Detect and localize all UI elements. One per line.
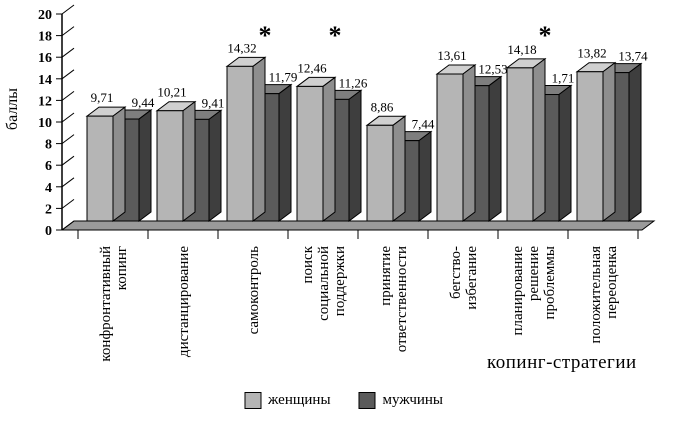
men-bar-side-face [278, 83, 292, 222]
significance-star: * [539, 21, 552, 50]
women-bar-side-face [532, 57, 546, 222]
women-bar-side-face [392, 115, 406, 222]
y-tick-label: 2 [45, 202, 52, 217]
men-value-label: 9,44 [132, 95, 155, 110]
men-bar-side-face [628, 62, 642, 222]
men-series-swatch [358, 392, 376, 409]
women-value-label: 10,21 [157, 85, 186, 100]
men-value-label: 9,41 [202, 95, 225, 110]
y-tick-depth-line [61, 69, 75, 80]
y-tick-depth-line [61, 155, 75, 166]
y-tick-label: 14 [38, 73, 52, 88]
y-tick-depth-line [61, 26, 75, 36]
women-bar [226, 65, 254, 222]
y-tick-depth-line [61, 134, 75, 145]
men-value-label: 13,74 [618, 49, 648, 64]
y-tick-label: 18 [38, 30, 52, 45]
men-bar-side-face [208, 109, 222, 222]
y-tick-depth-line [61, 112, 75, 123]
category-label: принятие [378, 246, 394, 306]
women-value-label: 8,86 [371, 99, 394, 114]
women-bar [366, 124, 394, 222]
legend-label-women: женщины [267, 392, 331, 408]
men-value-label: 11,79 [269, 70, 298, 85]
y-tick-label: 20 [38, 8, 52, 23]
women-bar-side-face [462, 64, 476, 222]
legend-label-men: мужчины [382, 392, 444, 408]
women-value-label: 13,82 [577, 46, 606, 61]
legend: женщины мужчины [243, 392, 444, 409]
men-bar-side-face [418, 130, 432, 222]
women-series-swatch [243, 392, 261, 409]
y-tick-label: 6 [45, 159, 52, 174]
y-tick-depth-line [61, 198, 75, 209]
men-bar-side-face [138, 109, 152, 222]
category-label: ответственности [394, 246, 410, 352]
women-bar-side-face [252, 56, 266, 222]
category-label: поиск [300, 245, 316, 283]
y-tick-depth-line [61, 47, 75, 58]
category-label: социальной [316, 246, 332, 321]
legend-item-men: мужчины [358, 392, 444, 409]
y-tick-label: 12 [38, 94, 52, 109]
men-bar-side-face [488, 75, 502, 222]
women-bar-side-face [112, 106, 126, 222]
x-axis-title: копинг-стратегии [487, 352, 637, 373]
y-tick-label: 4 [45, 181, 52, 196]
category-label: решение [526, 246, 542, 301]
category-label: положительная [588, 246, 604, 344]
women-value-label: 14,18 [507, 42, 536, 57]
significance-star: * [329, 21, 342, 50]
women-bar-side-face [602, 61, 616, 222]
men-value-label: 12,53 [478, 62, 507, 77]
men-value-label: 1,71 [552, 71, 575, 86]
women-value-label: 12,46 [297, 60, 327, 75]
y-tick-label: 10 [38, 116, 52, 131]
y-tick-depth-line [61, 177, 75, 188]
category-label: дистанцирование [176, 246, 192, 357]
women-bar [296, 85, 324, 222]
men-bar-side-face [348, 89, 362, 222]
women-value-label: 13,61 [437, 48, 466, 63]
women-value-label: 9,71 [91, 90, 114, 105]
category-label: копинг [114, 246, 130, 290]
category-label: бегство- [448, 246, 464, 299]
y-tick-depth-line [61, 91, 75, 101]
chart-floor-3d [60, 220, 656, 231]
y-axis-title: баллы [4, 87, 21, 131]
legend-item-women: женщины [243, 392, 331, 409]
women-bar [506, 67, 534, 222]
women-bar [436, 73, 464, 222]
men-value-label: 7,44 [412, 117, 435, 132]
women-bar [576, 71, 604, 222]
women-bar-side-face [182, 100, 196, 222]
category-label: проблеммы [542, 246, 558, 320]
category-label: конфронтативный [98, 246, 114, 362]
women-value-label: 14,32 [227, 40, 256, 55]
y-tick-depth-line [61, 4, 75, 15]
y-tick-depth-line [61, 220, 75, 231]
women-bar [86, 115, 114, 222]
y-tick-label: 16 [38, 51, 52, 66]
men-bar-side-face [558, 84, 572, 222]
category-label: поддержки [332, 246, 348, 316]
category-label: планирование [510, 246, 526, 336]
men-value-label: 11,26 [339, 75, 368, 90]
significance-star: * [259, 21, 272, 50]
category-label: переоценка [604, 246, 620, 319]
y-tick-label: 0 [45, 224, 52, 239]
category-label: избегание [464, 246, 480, 310]
category-label: самоконтроль [246, 246, 262, 335]
y-tick-label: 8 [45, 138, 52, 153]
women-bar [156, 110, 184, 222]
women-bar-side-face [322, 76, 336, 222]
